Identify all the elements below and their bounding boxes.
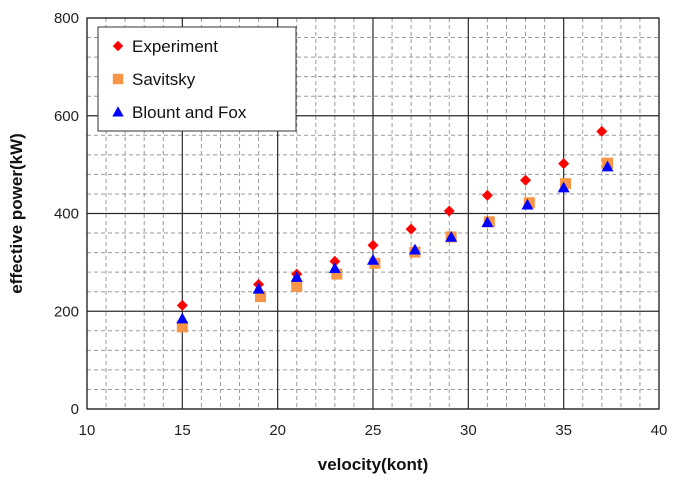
x-tick-label: 25 <box>365 422 382 439</box>
y-tick-label: 0 <box>71 401 79 418</box>
savitsky-point <box>255 291 267 303</box>
y-tick-label: 600 <box>54 108 79 125</box>
x-axis-label: velocity(kont) <box>318 455 429 474</box>
legend-label: Savitsky <box>132 70 196 89</box>
experiment-point <box>596 125 608 137</box>
x-tick-label: 10 <box>79 422 96 439</box>
experiment-point <box>405 223 417 235</box>
blount-and-fox-point <box>557 181 570 193</box>
savitsky-point <box>291 280 303 292</box>
blount-and-fox-point <box>408 243 421 255</box>
experiment-point <box>558 158 570 170</box>
savitsky-point <box>331 268 343 280</box>
savitsky-point <box>560 178 572 190</box>
legend-label: Experiment <box>132 37 218 56</box>
experiment-point <box>176 299 188 311</box>
blount-and-fox-point <box>601 160 614 172</box>
x-tick-label: 15 <box>174 422 191 439</box>
legend-marker <box>112 40 124 52</box>
blount-and-fox-point <box>290 271 303 282</box>
experiment-point <box>520 174 532 186</box>
blount-and-fox-point <box>252 282 265 294</box>
experiment-point <box>367 239 379 251</box>
blount-and-fox-point <box>445 230 458 242</box>
blount-and-fox-point <box>328 262 341 274</box>
x-tick-label: 40 <box>651 422 668 439</box>
x-tick-label: 35 <box>555 422 572 439</box>
legend: Experiment Savitsky Blount and Fox <box>97 26 297 132</box>
y-tick-label: 400 <box>54 206 79 223</box>
x-tick-label: 20 <box>269 422 286 439</box>
experiment-point <box>481 189 493 201</box>
legend-marker <box>112 73 124 85</box>
blount-and-fox-point <box>521 198 534 210</box>
x-axis-ticks: 10 15 20 25 30 35 40 <box>79 422 668 439</box>
blount-and-fox-point <box>176 312 189 324</box>
plot-area-frame <box>86 17 660 410</box>
legend-marker <box>112 106 124 117</box>
experiment-point <box>329 255 341 267</box>
data-markers <box>176 125 614 333</box>
y-tick-label: 200 <box>54 303 79 320</box>
savitsky-point <box>176 321 188 333</box>
x-tick-label: 30 <box>460 422 477 439</box>
y-axis-label: effective power(kW) <box>7 133 26 294</box>
y-axis-ticks: 0 200 400 600 800 <box>54 10 79 418</box>
y-tick-label: 800 <box>54 10 79 27</box>
blount-and-fox-point <box>367 253 379 265</box>
legend-box <box>97 26 297 132</box>
experiment-point <box>443 205 455 217</box>
legend-label: Blount and Fox <box>132 103 247 122</box>
blount-and-fox-point <box>481 216 494 228</box>
